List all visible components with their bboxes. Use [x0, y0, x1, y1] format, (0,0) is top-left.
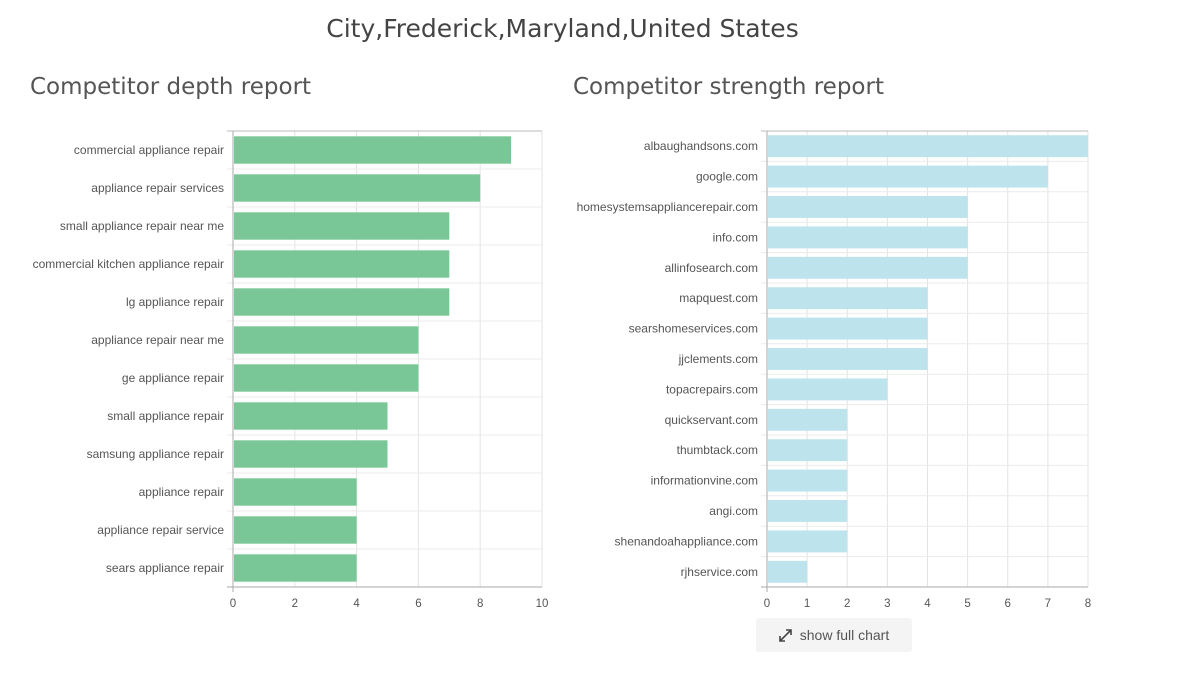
- x-tick-label: 10: [536, 598, 549, 610]
- category-label: commercial kitchen appliance repair: [33, 257, 224, 271]
- bar: [234, 288, 450, 316]
- bar: [768, 530, 848, 553]
- bar: [768, 165, 1048, 188]
- x-tick-label: 6: [415, 598, 421, 610]
- bar: [768, 408, 848, 431]
- category-label: thumbtack.com: [677, 443, 758, 457]
- bar: [768, 256, 968, 279]
- category-label: quickservant.com: [665, 413, 758, 427]
- category-label: google.com: [696, 170, 758, 184]
- category-label: topacrepairs.com: [666, 382, 758, 396]
- bar: [234, 478, 357, 506]
- category-label: appliance repair near me: [91, 333, 224, 347]
- bar: [768, 287, 928, 310]
- bar: [768, 378, 888, 401]
- bar: [234, 326, 419, 354]
- category-label: angi.com: [709, 504, 758, 518]
- x-tick-label: 3: [884, 598, 890, 610]
- category-label: searshomeservices.com: [629, 322, 758, 336]
- x-tick-label: 4: [353, 598, 360, 610]
- x-tick-label: 8: [1085, 598, 1091, 610]
- category-label: samsung appliance repair: [87, 447, 224, 461]
- expand-icon: [778, 628, 792, 642]
- category-label: jjclements.com: [678, 352, 758, 366]
- x-tick-label: 7: [1045, 598, 1051, 610]
- bar: [768, 560, 808, 583]
- bar: [768, 500, 848, 522]
- bar: [768, 135, 1088, 158]
- category-label: appliance repair: [139, 485, 224, 499]
- bar: [234, 136, 512, 164]
- bar: [768, 469, 848, 492]
- category-label: info.com: [713, 230, 758, 244]
- bar: [234, 212, 450, 240]
- bar: [234, 250, 450, 278]
- category-label: small appliance repair near me: [60, 219, 224, 233]
- depth-bar-chart: 0 2 4 6 8 10 commercial appliance repair applia…: [33, 130, 549, 610]
- category-label: allinfosearch.com: [665, 261, 758, 275]
- category-label: ge appliance repair: [122, 371, 224, 385]
- x-tick-label: 8: [477, 598, 483, 610]
- strength-chart-title: Competitor strength report: [573, 74, 884, 100]
- bar: [768, 348, 928, 370]
- category-label: appliance repair services: [91, 181, 224, 195]
- category-label: sears appliance repair: [106, 561, 224, 575]
- depth-chart-title: Competitor depth report: [30, 74, 312, 100]
- category-label: appliance repair service: [97, 523, 224, 537]
- category-label: lg appliance repair: [126, 295, 224, 309]
- category-label: homesystemsappliancerepair.com: [577, 200, 758, 214]
- bar: [768, 317, 928, 340]
- category-label: small appliance repair: [107, 409, 224, 423]
- x-tick-label: 1: [804, 598, 810, 610]
- bar: [234, 516, 357, 544]
- category-label: albaughandsons.com: [644, 139, 758, 153]
- show-full-chart-label: show full chart: [799, 627, 890, 643]
- x-tick-label: 4: [924, 598, 931, 610]
- x-tick-label: 0: [230, 598, 236, 610]
- category-label: mapquest.com: [679, 291, 758, 305]
- bar: [768, 439, 848, 462]
- show-full-chart-button[interactable]: show full chart: [756, 618, 912, 652]
- category-label: commercial appliance repair: [74, 143, 224, 157]
- category-label: informationvine.com: [651, 474, 758, 488]
- bar: [234, 364, 419, 392]
- x-tick-label: 2: [292, 598, 298, 610]
- x-tick-label: 6: [1005, 598, 1011, 610]
- x-tick-label: 5: [964, 598, 970, 610]
- x-tick-label: 2: [844, 598, 850, 610]
- bar: [234, 174, 481, 202]
- bar: [234, 554, 357, 582]
- bar: [768, 196, 968, 218]
- category-label: shenandoahappliance.com: [615, 534, 758, 548]
- x-tick-label: 0: [764, 598, 770, 610]
- bar: [234, 402, 388, 430]
- page-title: City,Frederick,Maryland,United States: [326, 14, 799, 43]
- bar: [768, 226, 968, 249]
- bar: [234, 440, 388, 468]
- category-label: rjhservice.com: [681, 565, 758, 579]
